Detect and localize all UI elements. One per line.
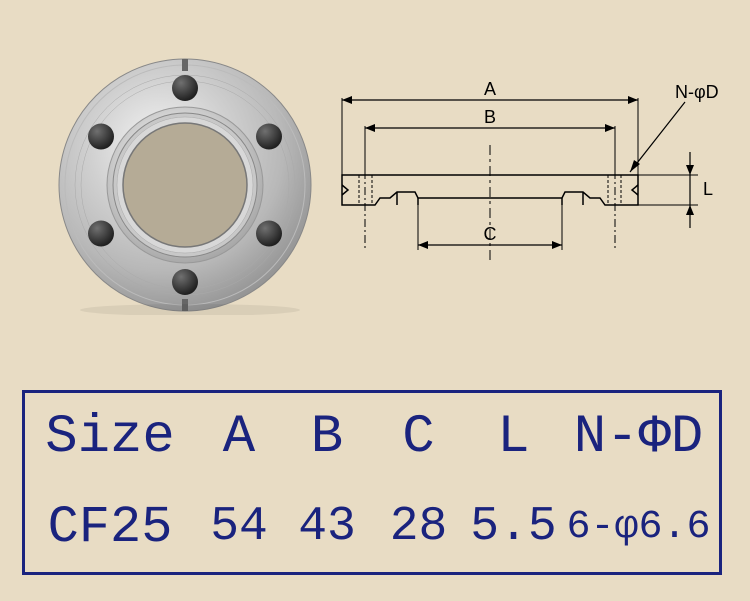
label-C: C bbox=[484, 224, 497, 244]
val-A: 54 bbox=[195, 500, 283, 554]
top-section: A B N-φD bbox=[0, 0, 750, 380]
hdr-L: L bbox=[466, 407, 561, 468]
flange-photo bbox=[55, 55, 315, 315]
val-size: CF25 bbox=[25, 498, 195, 557]
val-B: 43 bbox=[283, 500, 371, 554]
cross-section-diagram: A B N-φD bbox=[330, 80, 730, 310]
label-B: B bbox=[484, 107, 496, 127]
label-L: L bbox=[703, 179, 713, 199]
hdr-A: A bbox=[195, 407, 283, 468]
label-ND: N-φD bbox=[675, 82, 719, 102]
val-ND: 6-φ6.6 bbox=[561, 505, 716, 550]
dim-L: L bbox=[638, 152, 713, 228]
table-header-row: Size A B C L N-ΦD bbox=[25, 393, 719, 483]
val-C: 28 bbox=[371, 500, 466, 554]
hdr-B: B bbox=[283, 407, 371, 468]
hdr-size: Size bbox=[25, 407, 195, 468]
hdr-ND: N-ΦD bbox=[561, 407, 716, 468]
hdr-C: C bbox=[371, 407, 466, 468]
dim-B: B bbox=[365, 107, 615, 175]
dim-ND: N-φD bbox=[630, 82, 719, 172]
table-data-row: CF25 54 43 28 5.5 6-φ6.6 bbox=[25, 483, 719, 573]
val-L: 5.5 bbox=[466, 500, 561, 554]
label-A: A bbox=[484, 80, 496, 99]
spec-table: Size A B C L N-ΦD CF25 54 43 28 5.5 6-φ6… bbox=[22, 390, 722, 575]
